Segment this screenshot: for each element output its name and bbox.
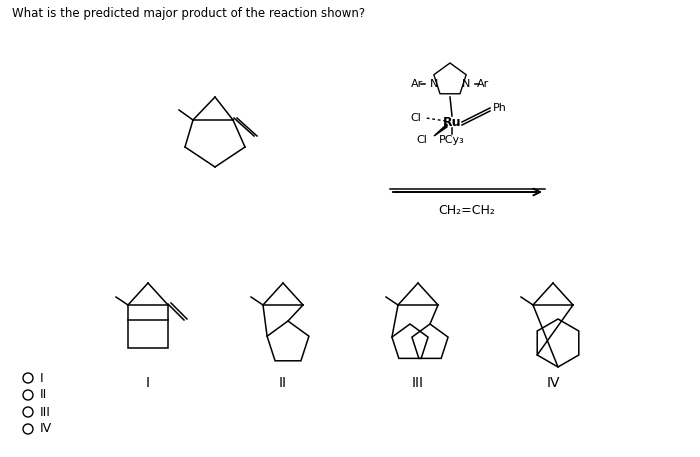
Text: Cl: Cl [411, 113, 421, 123]
Text: PCy₃: PCy₃ [439, 135, 465, 145]
Text: Cl: Cl [416, 135, 428, 145]
Text: IV: IV [40, 423, 52, 436]
Text: III: III [412, 376, 424, 390]
Text: Ph: Ph [493, 103, 507, 113]
Circle shape [23, 390, 33, 400]
Polygon shape [434, 124, 447, 136]
Text: Ru: Ru [442, 116, 461, 128]
Text: CH₂=CH₂: CH₂=CH₂ [439, 203, 496, 217]
Text: IV: IV [546, 376, 560, 390]
Text: II: II [40, 388, 48, 402]
Text: III: III [40, 405, 51, 419]
Text: Ar: Ar [477, 79, 489, 89]
Text: N: N [430, 79, 438, 89]
Text: Ar: Ar [411, 79, 423, 89]
Circle shape [23, 424, 33, 434]
Text: N: N [462, 79, 470, 89]
Text: What is the predicted major product of the reaction shown?: What is the predicted major product of t… [12, 7, 365, 21]
Circle shape [23, 373, 33, 383]
Text: II: II [279, 376, 287, 390]
Text: I: I [146, 376, 150, 390]
Circle shape [23, 407, 33, 417]
Text: I: I [40, 372, 43, 384]
